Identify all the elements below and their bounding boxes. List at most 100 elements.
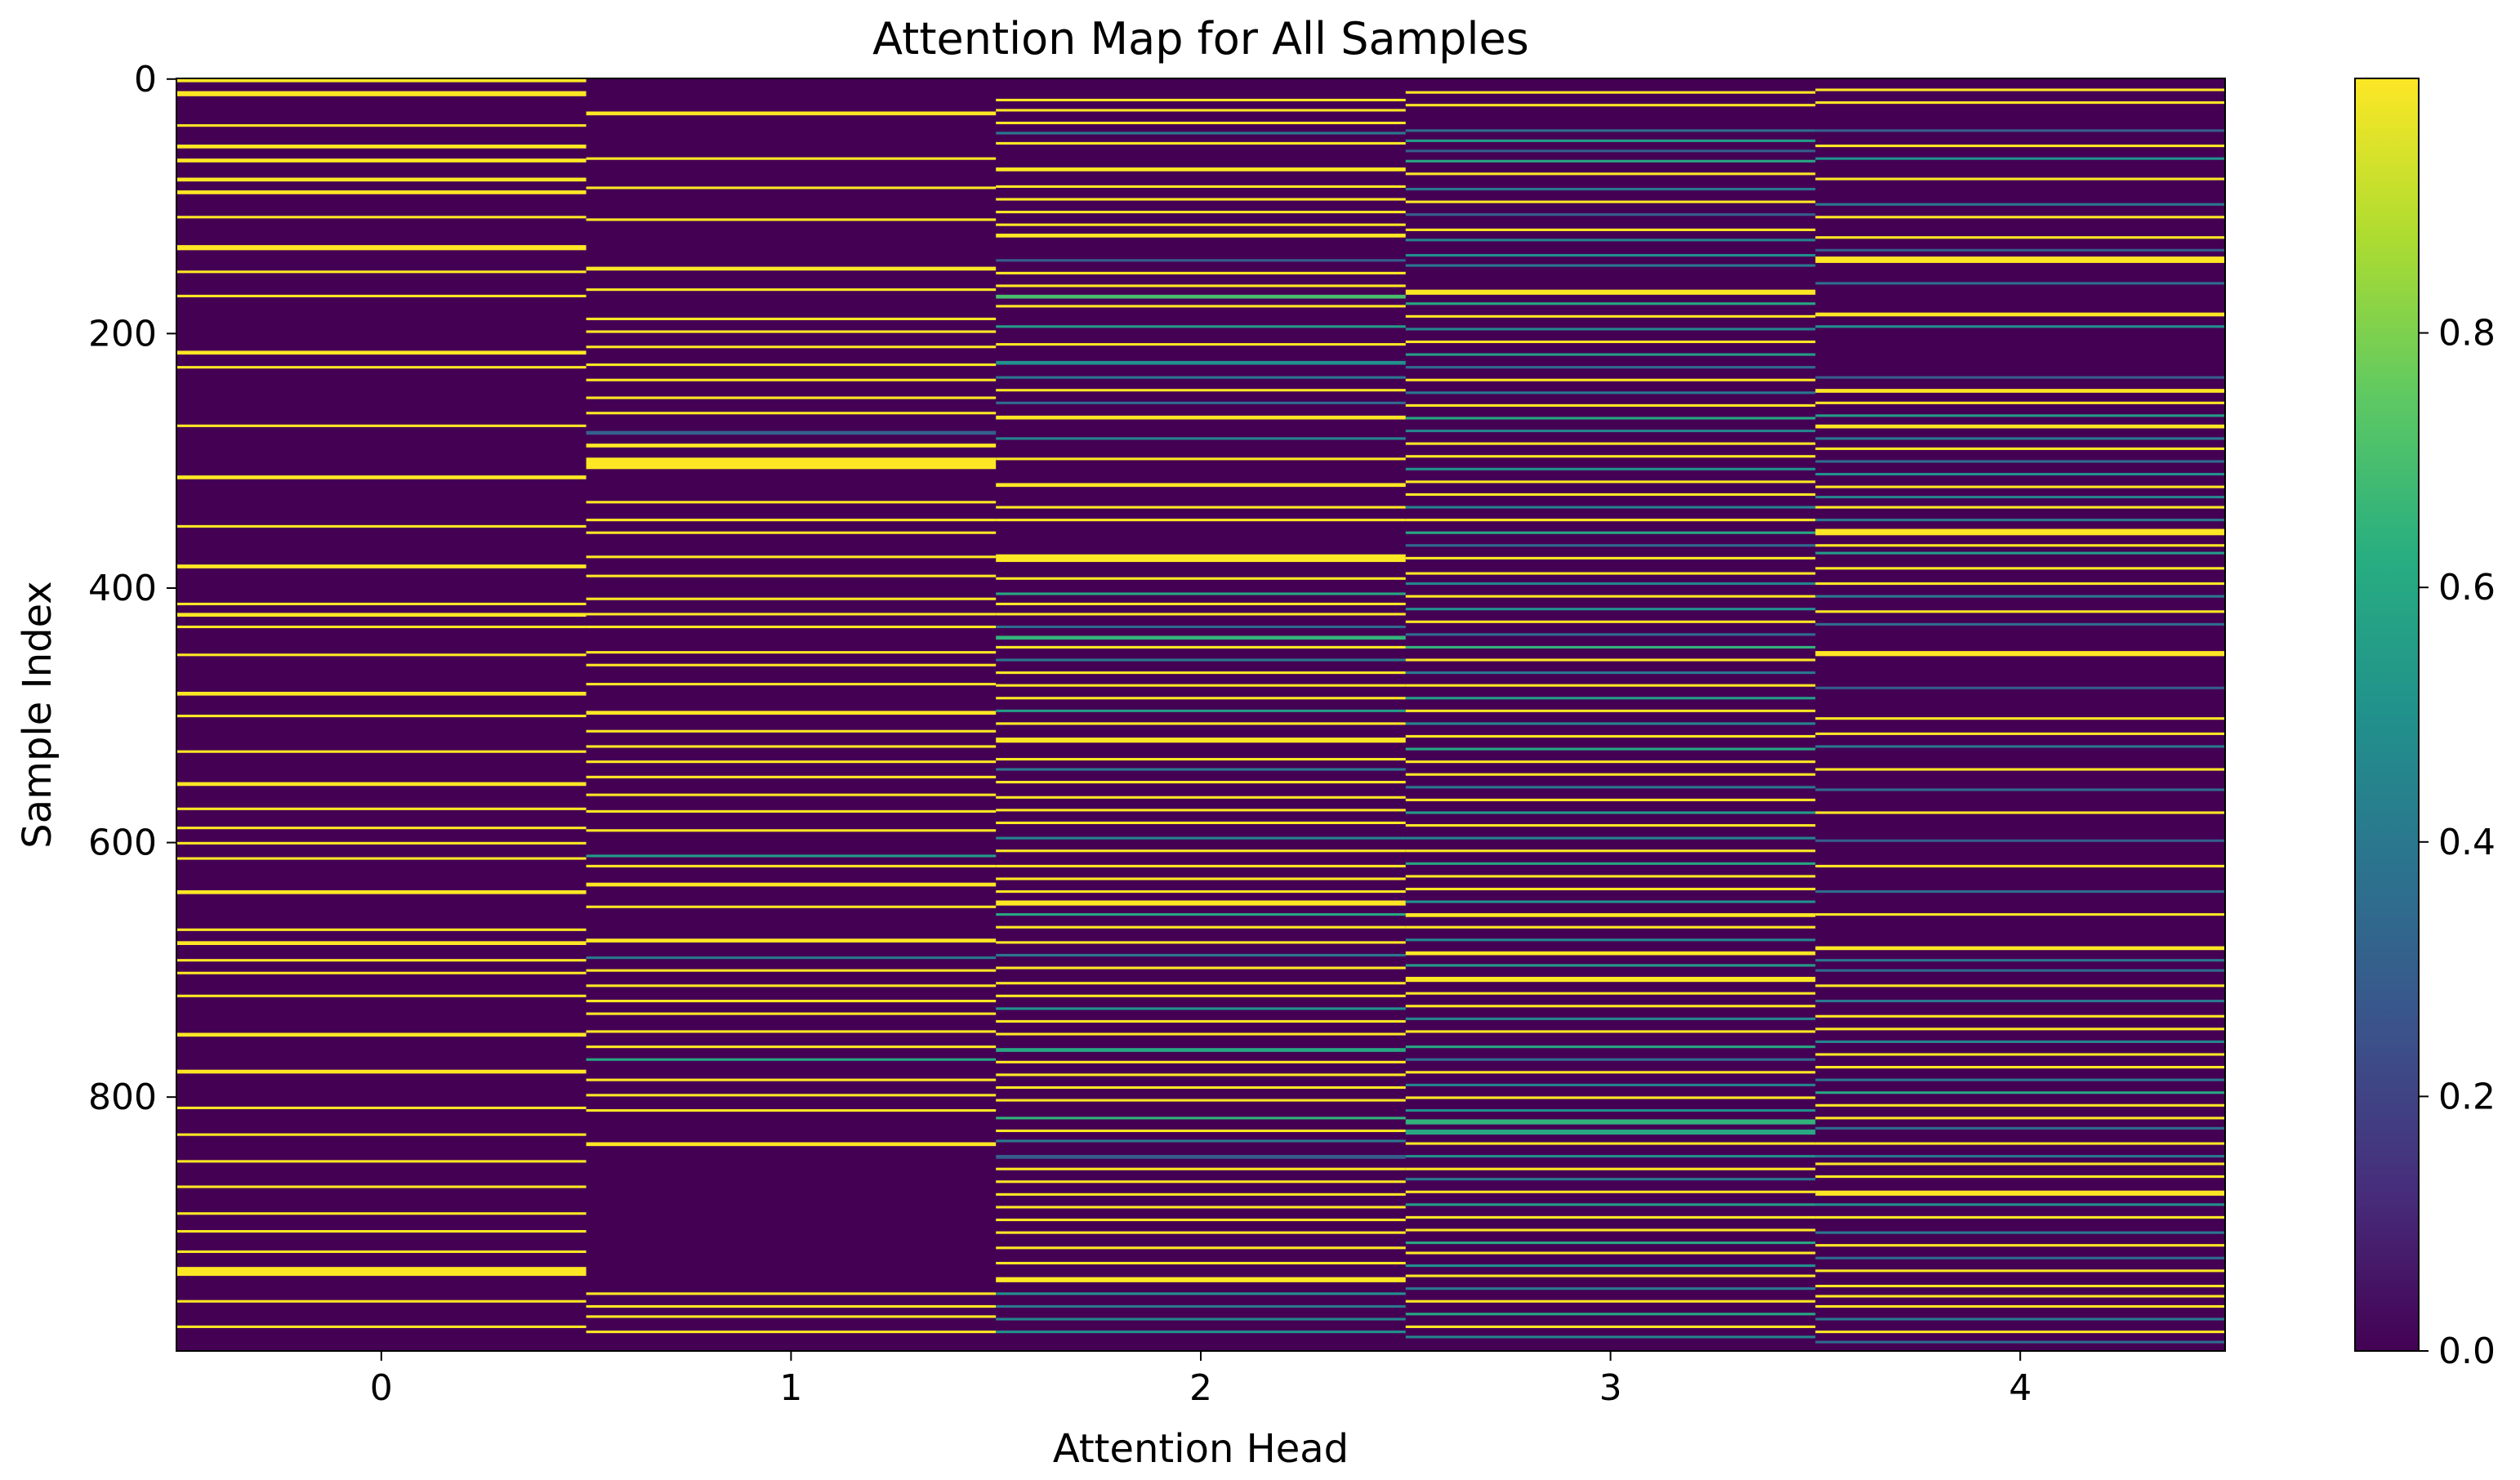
heatmap-cell-head-1	[586, 396, 997, 399]
colorbar-tick-label: 0.6	[2438, 567, 2495, 608]
x-tick-label: 3	[1599, 1367, 1622, 1409]
heatmap-cell-head-0	[176, 971, 587, 974]
heatmap-cell-head-2	[996, 1304, 1406, 1308]
heatmap-cell-head-3	[1405, 467, 1816, 470]
x-tick-label: 1	[779, 1367, 802, 1409]
heatmap-cell-head-1	[586, 317, 997, 321]
heatmap-cell-head-2	[996, 1085, 1406, 1090]
heatmap-cell-head-4	[1815, 1040, 2225, 1043]
y-tick-label: 800	[88, 1077, 157, 1118]
heatmap-cell-head-4	[1815, 1331, 2225, 1334]
heatmap-cell-head-3	[1405, 1190, 1816, 1193]
heatmap-cell-head-2	[996, 781, 1406, 784]
heatmap-cell-head-2	[996, 821, 1406, 824]
heatmap-cell-head-2	[996, 849, 1406, 853]
heatmap-cell-head-2	[996, 1292, 1406, 1295]
heatmap-cell-head-3	[1405, 378, 1816, 381]
heatmap-cell-head-3	[1405, 572, 1816, 575]
heatmap-cell-head-1	[586, 775, 997, 778]
heatmap-cell-head-3	[1405, 159, 1816, 163]
y-axis-label: Sample Index	[15, 581, 60, 848]
heatmap-cell-head-3	[1405, 366, 1816, 369]
heatmap-cell-head-1	[586, 1142, 997, 1147]
colorbar-tick-label: 0.0	[2438, 1331, 2495, 1372]
heatmap-cell-head-2	[996, 757, 1406, 761]
heatmap-cell-head-0	[176, 994, 587, 997]
heatmap-cell-head-2	[996, 234, 1406, 238]
heatmap-cell-head-3	[1405, 951, 1816, 956]
heatmap-cell-head-4	[1815, 1028, 2225, 1031]
heatmap-cell-head-2	[996, 913, 1406, 916]
heatmap-cell-head-2	[996, 925, 1406, 929]
heatmap-cell-head-3	[1405, 849, 1816, 853]
x-axis-ticks: 0 1 2 3 4	[370, 1351, 2032, 1409]
heatmap-cell-head-3	[1405, 862, 1816, 865]
heatmap-cell-head-1	[586, 501, 997, 504]
heatmap-cell-head-3	[1405, 1005, 1816, 1008]
x-axis-label: Attention Head	[1053, 1426, 1349, 1472]
heatmap-cell-head-0	[176, 1133, 587, 1136]
heatmap-cell-head-4	[1815, 282, 2225, 285]
heatmap-cell-head-3	[1405, 264, 1816, 267]
heatmap-cell-head-3	[1405, 709, 1816, 712]
heatmap-cell-head-0	[176, 475, 587, 479]
heatmap-cell-head-0	[176, 1325, 587, 1328]
heatmap-cell-head-3	[1405, 938, 1816, 942]
heatmap-cell-head-4	[1815, 236, 2225, 239]
heatmap-cell-head-1	[586, 555, 997, 559]
heatmap-cell-head-0	[176, 91, 587, 96]
heatmap-cell-head-1	[586, 1030, 997, 1033]
heatmap-cell-head-3	[1405, 1299, 1816, 1303]
heatmap-cell-head-4	[1815, 389, 2225, 393]
heatmap-cell-head-3	[1405, 1071, 1816, 1074]
heatmap-cell-head-1	[586, 430, 997, 435]
heatmap-cell-head-3	[1405, 900, 1816, 903]
heatmap-cell-head-1	[586, 809, 997, 813]
heatmap-cell-head-2	[996, 294, 1406, 299]
heatmap-cell-head-2	[996, 1277, 1406, 1282]
heatmap-cell-head-3	[1405, 620, 1816, 623]
heatmap-cell-head-3	[1405, 1264, 1816, 1268]
heatmap-cell-head-1	[586, 111, 997, 116]
heatmap-cell-head-2	[996, 389, 1406, 392]
heatmap-cell-head-1	[586, 1045, 997, 1049]
heatmap-cell-head-2	[996, 966, 1406, 970]
heatmap-cell-head-2	[996, 1048, 1406, 1052]
heatmap-cell-head-1	[586, 363, 997, 367]
heatmap-cell-head-3	[1405, 1335, 1816, 1339]
heatmap-cell-head-3	[1405, 1129, 1816, 1135]
colorbar-tick-label: 0.8	[2438, 313, 2495, 354]
heatmap-cell-head-3	[1405, 684, 1816, 687]
heatmap-cell-head-1	[586, 999, 997, 1003]
heatmap-cell-head-3	[1405, 353, 1816, 356]
heatmap-cell-head-2	[996, 305, 1406, 308]
heatmap-cell-head-0	[176, 270, 587, 274]
heatmap-cell-head-4	[1815, 101, 2225, 105]
heatmap-cell-head-2	[996, 1155, 1406, 1159]
heatmap-cell-head-1	[586, 218, 997, 221]
heatmap-cell-head-2	[996, 360, 1406, 365]
heatmap-cell-head-3	[1405, 200, 1816, 203]
heatmap-cell-head-3	[1405, 289, 1816, 295]
heatmap-cell-head-4	[1815, 551, 2225, 555]
heatmap-cell-head-4	[1815, 1244, 2225, 1247]
heatmap-cell-head-0	[176, 124, 587, 127]
heatmap-cell-head-3	[1405, 1313, 1816, 1316]
heatmap-cell-head-4	[1815, 1190, 2225, 1196]
heatmap-cell-head-2	[996, 211, 1406, 214]
y-tick-label: 600	[88, 822, 157, 864]
heatmap-cell-head-3	[1405, 187, 1816, 191]
heatmap-cell-head-2	[996, 684, 1406, 687]
x-tick-label: 0	[370, 1367, 393, 1409]
heatmap-cell-head-3	[1405, 1178, 1816, 1181]
heatmap-cell-head-4	[1815, 1269, 2225, 1273]
heatmap-cell-head-2	[996, 132, 1406, 135]
heatmap-cell-head-2	[996, 890, 1406, 894]
heatmap-cell-head-0	[176, 158, 587, 163]
heatmap-cell-head-0	[176, 190, 587, 194]
heatmap-cell-head-4	[1815, 248, 2225, 252]
heatmap-cell-head-0	[176, 857, 587, 860]
heatmap-cell-head-3	[1405, 1203, 1816, 1206]
colorbar-ticks: 0.0 0.2 0.4 0.6 0.8	[2419, 313, 2495, 1372]
heatmap-cell-head-3	[1405, 1228, 1816, 1232]
